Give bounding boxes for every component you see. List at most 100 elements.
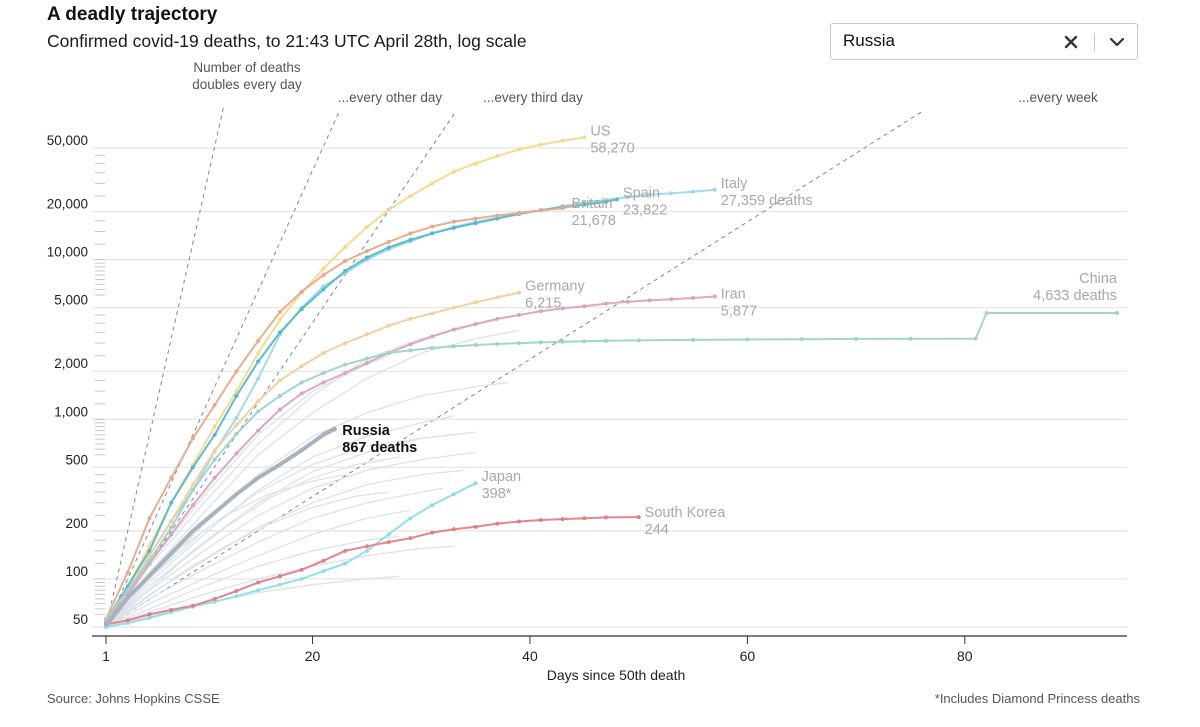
data-point-iran xyxy=(430,334,435,339)
footnote: *Includes Diamond Princess deaths xyxy=(934,691,1140,706)
series-line-china xyxy=(105,312,1117,620)
data-point-britain xyxy=(147,516,152,521)
data-point-south-korea xyxy=(582,516,587,521)
data-point-italy xyxy=(234,415,239,420)
data-point-japan xyxy=(430,503,435,508)
country-search-box[interactable] xyxy=(830,23,1138,60)
data-point-japan xyxy=(234,594,239,599)
data-point-us xyxy=(408,194,413,199)
data-point-iran xyxy=(451,327,456,332)
data-point-iran xyxy=(343,370,348,375)
data-point-south-korea xyxy=(147,612,152,617)
data-point-south-korea xyxy=(277,574,282,579)
data-point-china xyxy=(451,344,456,349)
data-point-germany xyxy=(256,399,261,404)
data-point-spain xyxy=(256,359,261,364)
data-point-china xyxy=(582,339,587,344)
data-point-iran xyxy=(473,322,478,327)
series-label-italy: Italy xyxy=(721,176,748,192)
data-point-spain xyxy=(495,216,500,221)
data-point-south-korea xyxy=(473,524,478,529)
country-search-input[interactable] xyxy=(843,29,1043,53)
background-series-line xyxy=(105,545,454,628)
data-point-iran xyxy=(560,306,565,311)
background-series-line xyxy=(105,509,411,628)
data-point-britain xyxy=(277,309,282,314)
data-point-china xyxy=(125,588,130,593)
data-point-britain xyxy=(256,338,261,343)
data-point-britain xyxy=(451,219,456,224)
data-point-japan xyxy=(321,569,326,574)
background-series-line xyxy=(105,456,400,628)
data-point-britain xyxy=(299,289,304,294)
data-point-iran xyxy=(669,297,674,302)
background-series-line xyxy=(105,431,476,628)
series-value-britain: 21,678 xyxy=(571,213,615,229)
reference-lines: Number of deaths doubles every day ...ever… xyxy=(105,60,1098,628)
data-point-japan xyxy=(473,481,478,486)
data-point-japan xyxy=(147,615,152,620)
data-point-china xyxy=(430,345,435,350)
chart-subtitle: Confirmed covid-19 deaths, to 21:43 UTC … xyxy=(47,31,527,51)
data-point-us xyxy=(277,317,282,322)
data-point-south-korea xyxy=(408,536,413,541)
data-point-south-korea xyxy=(169,607,174,612)
chevron-down-icon[interactable] xyxy=(1107,32,1127,52)
background-series-line xyxy=(105,487,444,628)
data-point-germany xyxy=(299,364,304,369)
reference-label-1: doubles every day xyxy=(192,77,302,92)
data-point-south-korea xyxy=(451,527,456,532)
data-point-us xyxy=(495,154,500,159)
data-point-iran xyxy=(190,503,195,508)
chart-svg: Number of deaths doubles every day ...ever… xyxy=(47,60,1127,683)
data-point-spain xyxy=(234,393,239,398)
data-point-spain xyxy=(451,225,456,230)
data-point-china xyxy=(343,362,348,367)
data-point-germany xyxy=(147,553,152,558)
data-point-germany xyxy=(364,332,369,337)
series-label-russia: Russia xyxy=(342,423,390,439)
data-point-iran xyxy=(517,312,522,317)
data-point-china xyxy=(256,409,261,414)
data-point-japan xyxy=(299,576,304,581)
x-tick-label-1: 1 xyxy=(102,648,110,664)
data-point-china xyxy=(147,558,152,563)
reference-label-2: ...every other day xyxy=(338,90,443,105)
data-point-spain xyxy=(386,245,391,250)
data-point-spain xyxy=(169,500,174,505)
chart-title: A deadly trajectory xyxy=(47,4,218,25)
data-point-spain xyxy=(473,221,478,226)
data-point-us xyxy=(582,135,587,140)
series-value-italy: 27,359 deaths xyxy=(721,193,813,209)
data-point-china xyxy=(473,342,478,347)
series-label-china: China xyxy=(1079,271,1118,287)
data-point-china xyxy=(691,337,696,342)
data-point-britain xyxy=(430,224,435,229)
data-point-britain xyxy=(473,216,478,221)
data-point-us xyxy=(538,142,543,147)
y-tick-label-200: 200 xyxy=(65,516,88,531)
data-point-us xyxy=(451,169,456,174)
data-point-china xyxy=(190,488,195,493)
data-point-spain xyxy=(408,237,413,242)
data-point-britain xyxy=(169,475,174,480)
data-point-south-korea xyxy=(190,603,195,608)
data-point-south-korea xyxy=(299,567,304,572)
series-label-iran: Iran xyxy=(721,286,746,302)
data-point-south-korea xyxy=(560,517,565,522)
series-value-spain: 23,822 xyxy=(623,202,667,218)
data-point-germany xyxy=(517,290,522,295)
data-point-south-korea xyxy=(125,618,130,623)
data-point-italy xyxy=(625,195,630,200)
data-point-us xyxy=(212,424,217,429)
data-point-us xyxy=(321,266,326,271)
data-point-china xyxy=(495,342,500,347)
reference-line-3 xyxy=(105,111,456,628)
data-point-spain xyxy=(190,465,195,470)
data-point-south-korea xyxy=(234,589,239,594)
data-point-germany xyxy=(430,311,435,316)
data-point-china xyxy=(364,356,369,361)
series-value-japan: 398* xyxy=(482,486,512,502)
data-point-japan xyxy=(386,532,391,537)
clear-icon[interactable] xyxy=(1061,32,1081,52)
